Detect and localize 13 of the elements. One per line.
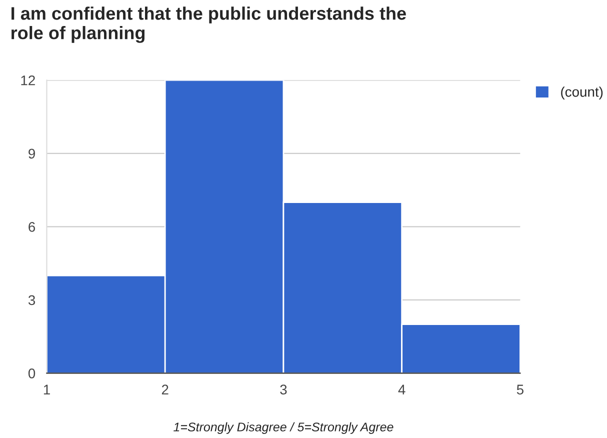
y-tick-label: 12: [21, 75, 35, 86]
x-axis-title: 1=Strongly Disagree / 5=Strongly Agree: [174, 422, 394, 434]
y-tick-label: 6: [28, 222, 36, 232]
y-tick-label: 3: [28, 295, 36, 306]
y-tick-label: 9: [28, 148, 35, 159]
x-tick-label: 3: [280, 384, 287, 394]
x-tick-label: 5: [516, 384, 524, 394]
chart-title: I am confident that the public understands the role of planning: [12, 6, 406, 43]
legend-label: (count): [561, 86, 603, 100]
x-tick-label: 4: [398, 384, 406, 394]
x-tick-label: 2: [162, 384, 168, 394]
y-tick-label: 0: [28, 368, 36, 378]
x-tick-label: 1: [44, 384, 50, 394]
